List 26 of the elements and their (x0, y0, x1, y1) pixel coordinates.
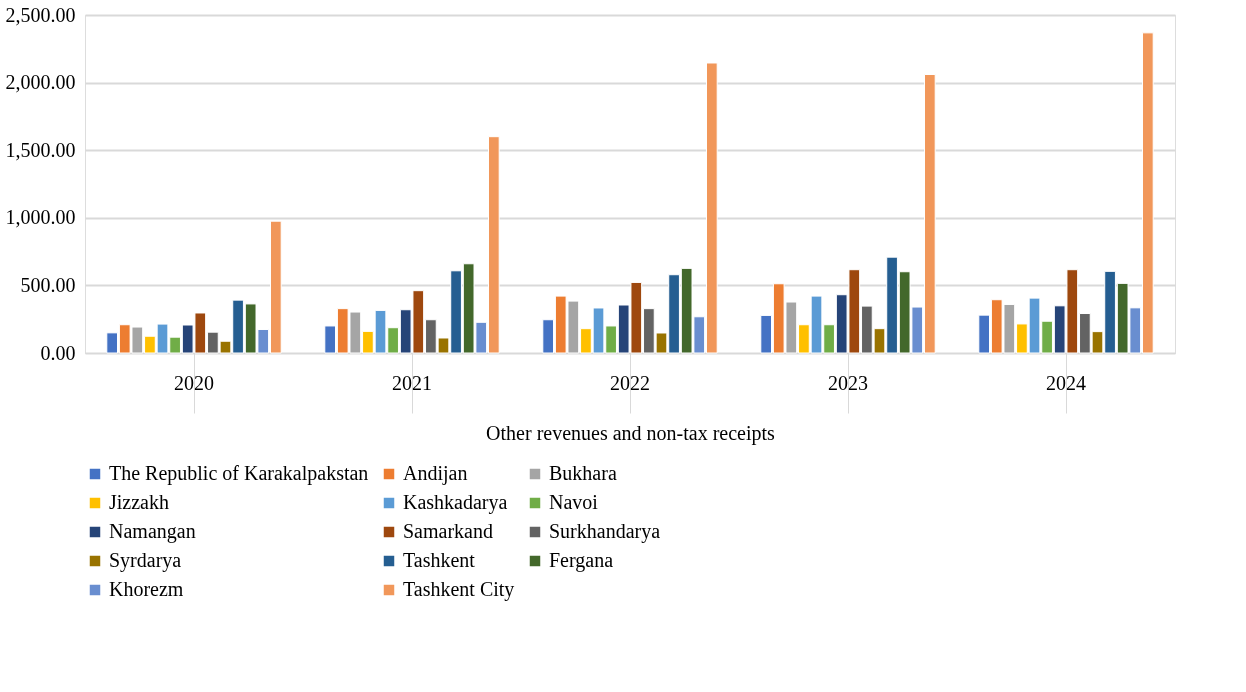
legend-label: Surkhandarya (549, 520, 661, 543)
x-tick-label: 2023 (828, 371, 868, 394)
y-tick-label: 2,500.00 (5, 3, 76, 26)
y-tick-label: 2,000.00 (5, 71, 76, 94)
legend-label: Tashkent (403, 549, 476, 571)
legend-label: The Republic of Karakalpakstan (109, 462, 369, 485)
legend-label: Navoi (549, 491, 599, 513)
legend-label: Tashkent City (403, 578, 515, 601)
legend-label: Namangan (109, 520, 196, 543)
legend-label: Fergana (549, 549, 614, 572)
x-tick-label: 2021 (392, 371, 432, 394)
x-tick-label: 2022 (610, 371, 650, 394)
legend-label: Bukhara (549, 462, 617, 484)
legend-label: Andijan (403, 462, 468, 485)
legend-label: Khorezm (109, 578, 184, 600)
x-tick-label: 2024 (1046, 371, 1086, 394)
y-tick-label: 1,500.00 (5, 138, 76, 161)
legend-label: Jizzakh (109, 491, 169, 513)
y-tick-label: 1,000.00 (5, 206, 76, 229)
legend-label: Syrdarya (109, 549, 182, 572)
y-tick-label: 500.00 (20, 273, 76, 296)
x-axis-title: Other revenues and non-tax receipts (486, 422, 776, 445)
legend-label: Kashkadarya (403, 491, 508, 514)
legend-label: Samarkand (403, 520, 493, 542)
x-tick-label: 2020 (174, 371, 214, 394)
y-tick-label: 0.00 (40, 341, 76, 364)
